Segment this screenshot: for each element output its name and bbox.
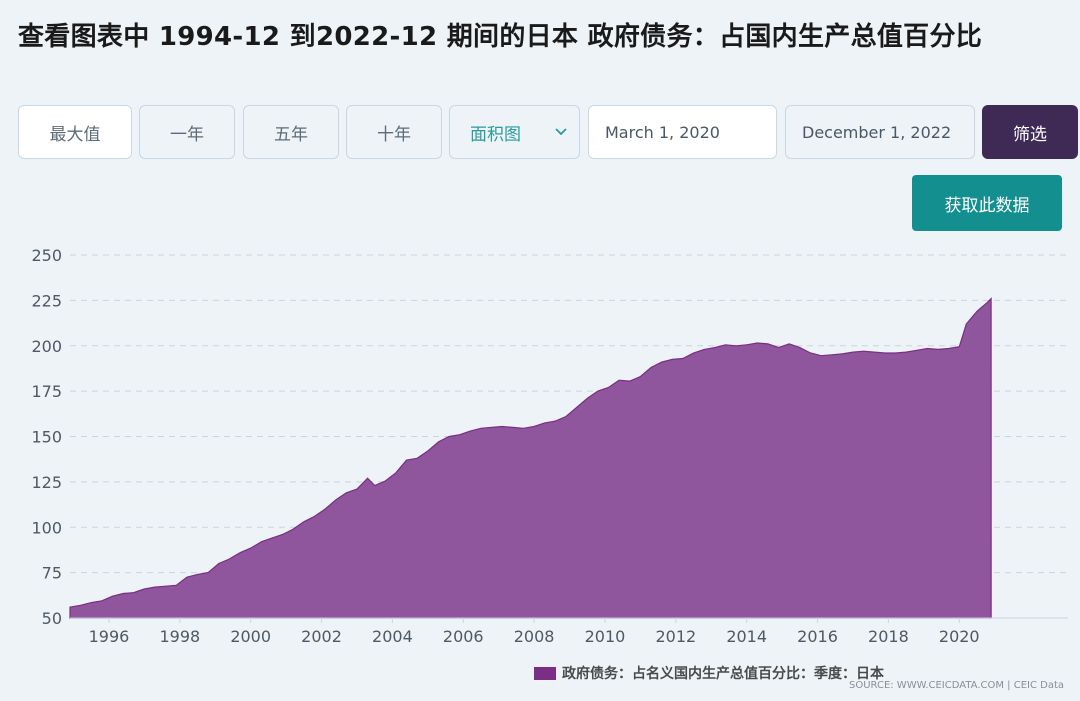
page-title: 查看图表中 1994-12 到2022-12 期间的日本 政府债务：占国内生产总… — [18, 22, 983, 52]
filter-button[interactable]: 筛选 — [982, 105, 1078, 159]
legend-label: 政府债务：占名义国内生产总值百分比：季度：日本 — [562, 666, 884, 682]
range-5y-button[interactable]: 五年 — [243, 105, 339, 159]
y-tick-label: 125 — [31, 473, 62, 492]
x-tick-label: 2014 — [726, 627, 767, 646]
chevron-down-icon — [555, 128, 567, 136]
x-tick-label: 2010 — [585, 627, 626, 646]
chart-legend: 政府债务：占名义国内生产总值百分比：季度：日本 — [534, 663, 884, 683]
y-tick-label: 175 — [31, 382, 62, 401]
x-tick-label: 2006 — [443, 627, 484, 646]
x-tick-label: 2020 — [939, 627, 980, 646]
chart-type-label: 面积图 — [470, 124, 521, 145]
x-tick-label: 2008 — [514, 627, 555, 646]
x-tick-label: 2004 — [372, 627, 413, 646]
source-credit: SOURCE: WWW.CEICDATA.COM | CEIC Data — [848, 680, 1064, 691]
x-tick-label: 2000 — [230, 627, 271, 646]
end-date-input[interactable]: December 1, 2022 — [785, 105, 975, 159]
area-series — [69, 297, 992, 619]
chart-type-select[interactable]: 面积图 — [449, 105, 580, 159]
x-tick-label: 2002 — [301, 627, 342, 646]
start-date-input[interactable]: March 1, 2020 — [588, 105, 777, 159]
x-tick-label: 2016 — [797, 627, 838, 646]
y-tick-label: 75 — [42, 564, 62, 583]
y-tick-label: 250 — [31, 246, 62, 265]
range-10y-button[interactable]: 十年 — [346, 105, 442, 159]
y-tick-label: 225 — [31, 291, 62, 310]
x-tick-label: 1996 — [89, 627, 130, 646]
y-tick-label: 200 — [31, 337, 62, 356]
x-tick-label: 1998 — [159, 627, 200, 646]
legend-swatch — [534, 666, 556, 680]
get-data-button[interactable]: 获取此数据 — [912, 175, 1062, 231]
range-max-button[interactable]: 最大值 — [18, 105, 132, 159]
x-tick-label: 2018 — [868, 627, 909, 646]
y-tick-label: 150 — [31, 428, 62, 447]
y-tick-label: 100 — [31, 518, 62, 537]
x-tick-label: 2012 — [655, 627, 696, 646]
range-1y-button[interactable]: 一年 — [139, 105, 235, 159]
y-tick-label: 50 — [42, 609, 62, 628]
